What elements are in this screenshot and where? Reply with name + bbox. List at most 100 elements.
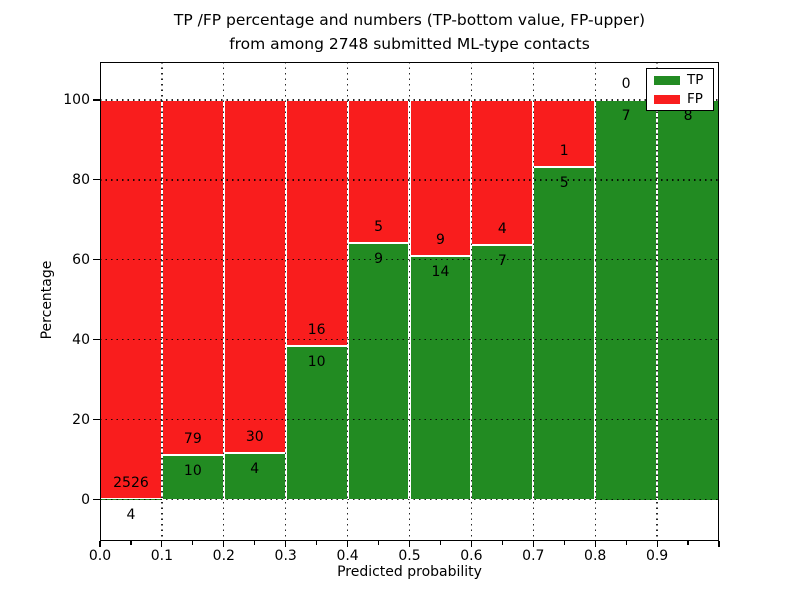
bar-tp-segment: [533, 166, 596, 500]
legend-label: TP: [687, 72, 704, 88]
bar-tp-count-label: 8: [683, 108, 693, 124]
bar-tp-count-label: 4: [126, 506, 136, 523]
x-tick-major: [408, 541, 411, 547]
x-tick-label: 0.4: [336, 548, 359, 564]
bar-fp-count-label: 0: [621, 76, 631, 92]
bar-fp-segment: [471, 100, 534, 246]
legend-swatch-tp: [654, 75, 680, 85]
bar-tp-count-label: 7: [621, 108, 631, 124]
legend: TP FP: [646, 68, 714, 111]
bar-tp-count-label: 9: [374, 250, 383, 267]
gridline-horizontal: [100, 259, 719, 261]
legend-swatch-fp: [654, 94, 680, 104]
bar-tp-segment: [409, 256, 472, 500]
x-tick-minor: [687, 541, 689, 545]
x-tick-label: 0.0: [88, 548, 112, 564]
bar-tp-segment: [223, 452, 286, 500]
bar-tp-count-label: 10: [183, 462, 202, 479]
x-tick-major: [161, 541, 163, 547]
y-tick-label: 0: [81, 491, 90, 508]
bar-fp-count-label: 9: [435, 232, 445, 249]
bar-fp-count-label: 16: [307, 321, 326, 338]
x-tick-label: 0.3: [274, 548, 297, 564]
gridline-vertical: [470, 62, 473, 541]
x-tick-major: [347, 541, 349, 547]
gridline-vertical: [532, 62, 534, 541]
y-tick-label: 40: [72, 331, 90, 348]
x-tick-major: [285, 541, 287, 547]
bar-tp-count-label: 14: [431, 264, 450, 281]
x-tick-label: 0.6: [460, 548, 483, 564]
bar-fp-count-label: 5: [374, 218, 383, 235]
gridline-vertical: [346, 62, 349, 541]
x-tick-label: 0.2: [212, 548, 235, 564]
x-tick-label: 0.1: [150, 548, 174, 564]
gridline-vertical: [594, 62, 596, 541]
bar-fp-segment: [161, 100, 224, 455]
bar-fp-segment: [223, 100, 286, 453]
x-tick-minor: [316, 541, 318, 545]
x-tick-major: [718, 541, 720, 547]
y-tick-major: [93, 259, 100, 261]
y-tick-major: [93, 339, 100, 341]
x-tick-major: [656, 541, 658, 547]
y-tick-major: [93, 498, 100, 501]
gridline-vertical: [656, 62, 658, 541]
bar-fp-segment: [347, 100, 410, 243]
x-tick-minor: [563, 541, 565, 545]
bar-tp-count-label: 7: [497, 253, 507, 270]
y-tick-major: [93, 179, 100, 181]
x-tick-minor: [254, 541, 256, 545]
bar-fp-count-label: 30: [245, 428, 264, 445]
bar-fp-count-label: 4: [497, 221, 507, 238]
x-tick-minor: [192, 541, 194, 545]
y-axis-label: Percentage: [39, 260, 55, 340]
y-tick-label: 100: [63, 92, 90, 108]
x-tick-minor: [625, 541, 627, 545]
x-tick-label: 0.7: [522, 548, 545, 564]
x-tick-label: 0.8: [584, 548, 607, 564]
bar-fp-count-label: 2526: [113, 474, 149, 491]
plot-area: 2526 4 79 10 30 4 16 10 5 9 9 14 4 7 1 5 0 7 8: [100, 62, 719, 541]
legend-entry: FP: [654, 92, 707, 106]
x-tick-minor: [377, 541, 380, 545]
gridline-horizontal: [100, 339, 719, 341]
x-tick-label: 0.9: [645, 548, 669, 564]
gridline-horizontal: [100, 418, 719, 421]
bar-tp-count-label: 5: [559, 174, 569, 191]
bar-fp-count-label: 79: [183, 430, 202, 447]
gridline-horizontal: [100, 498, 719, 501]
x-tick-major: [470, 541, 472, 547]
x-tick-major: [594, 541, 596, 547]
gridline-horizontal: [100, 99, 719, 101]
bar-fp-count-label: 1: [559, 142, 569, 159]
bar-tp-segment: [471, 245, 534, 500]
bar-tp-segment: [347, 242, 410, 500]
x-axis-label: Predicted probability: [337, 564, 482, 580]
chart-title: TP /FP percentage and numbers (TP-bottom…: [100, 8, 719, 56]
gridline-vertical: [408, 62, 411, 541]
x-tick-minor: [130, 541, 132, 545]
y-tick-label: 60: [72, 251, 90, 268]
legend-label: FP: [687, 91, 703, 107]
y-tick-major: [93, 99, 100, 101]
x-tick-major: [223, 541, 225, 547]
bar-tp-count-label: 4: [250, 460, 260, 477]
gridline-vertical: [285, 62, 287, 541]
bar-fp-segment: [285, 100, 348, 346]
gridline-vertical: [223, 62, 225, 541]
x-tick-major: [99, 541, 101, 547]
gridline-vertical: [161, 62, 163, 541]
bar-tp-segment: [595, 100, 658, 500]
chart-title-line1: TP /FP percentage and numbers (TP-bottom…: [173, 11, 646, 29]
gridline-horizontal: [100, 179, 719, 181]
x-tick-minor: [439, 541, 442, 545]
y-tick-label: 80: [72, 171, 90, 188]
y-tick-major: [93, 419, 100, 421]
y-tick-label: 20: [72, 411, 90, 428]
x-tick-minor: [501, 541, 503, 545]
bar-fp-segment: [100, 100, 162, 499]
x-tick-major: [532, 541, 534, 547]
x-tick-label: 0.5: [398, 548, 421, 564]
